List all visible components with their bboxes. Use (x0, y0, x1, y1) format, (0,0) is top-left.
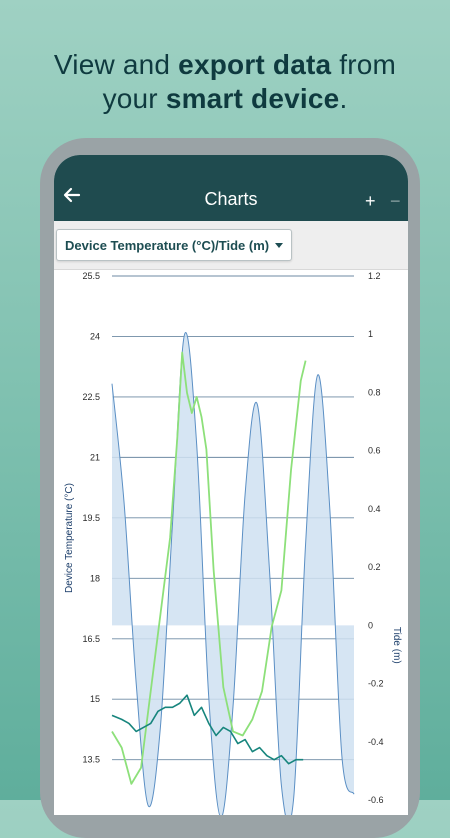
headline-text: . (339, 83, 348, 114)
page-title: Charts (204, 189, 258, 209)
y-tick-label: 15 (90, 694, 100, 704)
chart-svg[interactable]: 25.5 24 22.5 21 19.5 18 16.5 15 13.5 1.2 1 0.8 0.6 0.… (54, 269, 408, 815)
y-tick-label: 24 (90, 331, 100, 341)
headline: View and export data from your smart dev… (0, 48, 450, 116)
y2-tick-label: 0.8 (368, 387, 381, 397)
phone-screen: Charts + − Device Temperature (°C)/Tide … (54, 155, 408, 815)
parameter-dropdown[interactable]: Device Temperature (°C)/Tide (m) (56, 229, 293, 261)
y2-tick-label: -0.6 (368, 795, 384, 805)
headline-text: from (331, 49, 397, 80)
chart-toolbar: Device Temperature (°C)/Tide (m) (54, 221, 408, 270)
y2-axis-label: Tide (m) (391, 627, 402, 664)
y2-tick-label: 0.2 (368, 562, 381, 572)
dropdown-label: Device Temperature (°C)/Tide (m) (65, 237, 270, 253)
y2-tick-label: -0.4 (368, 737, 384, 747)
caret-down-icon (275, 242, 284, 248)
headline-emphasis: smart device (165, 83, 340, 114)
y-tick-label: 16.5 (82, 634, 100, 644)
y-tick-label: 18 (90, 573, 100, 583)
temperature-series-line (111, 351, 307, 785)
y-tick-label: 22.5 (82, 392, 100, 402)
y2-tick-label: 1 (368, 329, 373, 339)
headline-text: your (102, 83, 166, 114)
y-tick-label: 21 (90, 452, 100, 462)
y-tick-label: 13.5 (82, 755, 100, 765)
temperature-series-dark-line (111, 694, 304, 765)
zoom-out-button[interactable]: − (390, 191, 401, 211)
headline-line-1: View and export data from (0, 48, 450, 82)
y2-tick-label: -0.2 (368, 679, 384, 689)
headline-text: View and (53, 49, 179, 80)
y-tick-label: 25.5 (82, 271, 100, 281)
app-bar: Charts + − (54, 155, 408, 221)
y2-tick-label: 0.4 (368, 504, 381, 514)
y2-tick-label: 0.6 (368, 446, 381, 456)
y2-tick-label: 0 (368, 620, 373, 630)
chart-area[interactable]: 25.5 24 22.5 21 19.5 18 16.5 15 13.5 1.2 1 0.8 0.6 0.… (54, 269, 408, 815)
headline-line-2: your smart device. (0, 82, 450, 116)
headline-emphasis: export data (178, 49, 332, 80)
y2-tick-label: 1.2 (368, 271, 381, 281)
y-tick-label: 19.5 (82, 513, 100, 523)
tide-series-line (111, 331, 355, 815)
y-axis-label: Device Temperature (°C) (64, 483, 75, 593)
tide-area (112, 332, 354, 815)
arrow-left-icon[interactable] (62, 185, 82, 205)
zoom-in-button[interactable]: + (365, 191, 376, 211)
